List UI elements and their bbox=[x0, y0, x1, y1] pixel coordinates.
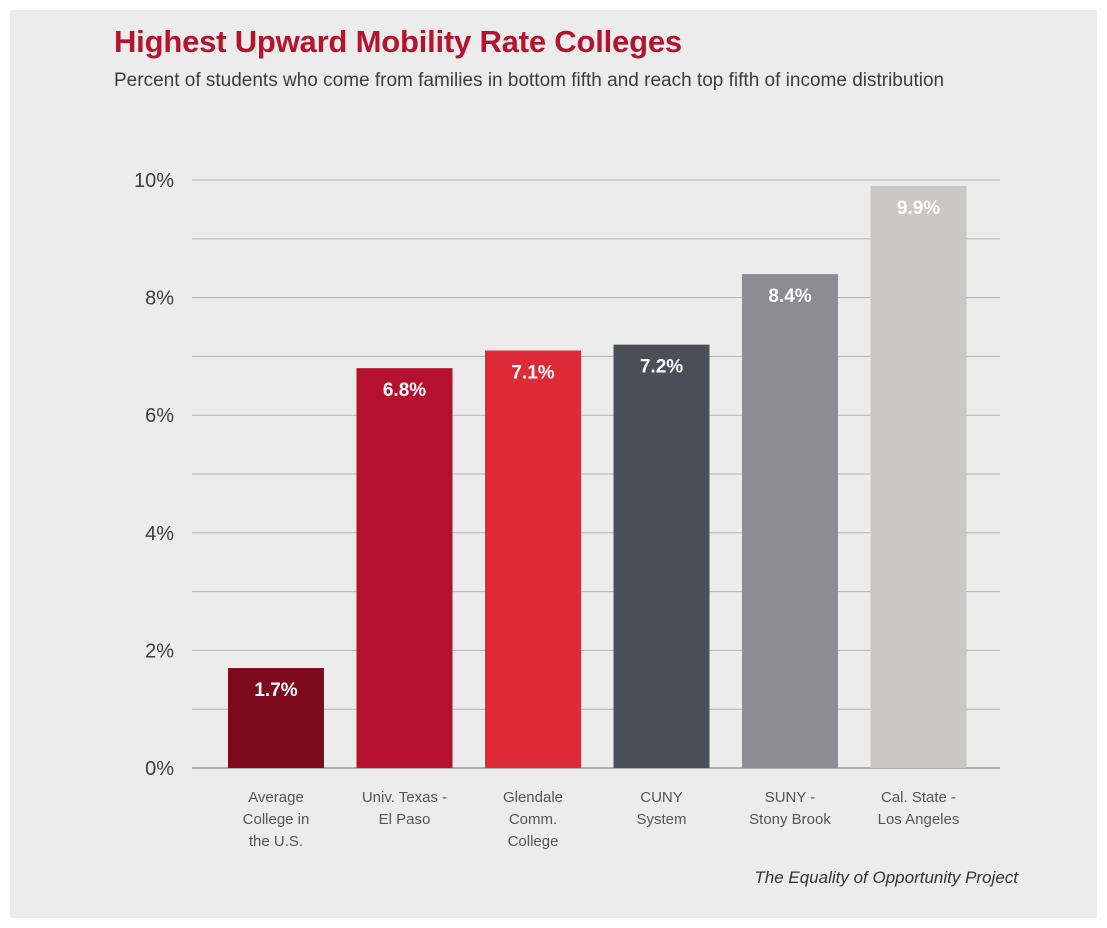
bar bbox=[613, 344, 710, 768]
data-label: 8.4% bbox=[768, 286, 811, 307]
bar bbox=[870, 185, 967, 768]
bar bbox=[742, 274, 838, 768]
y-tick-label: 6% bbox=[145, 405, 174, 427]
y-tick-label: 10% bbox=[134, 170, 174, 192]
source-credit: The Equality of Opportunity Project bbox=[754, 868, 1018, 887]
data-label: 6.8% bbox=[383, 380, 426, 401]
x-tick-label: Cal. State -Los Angeles bbox=[878, 789, 960, 828]
x-tick-label: CUNY System bbox=[636, 789, 686, 828]
x-tick-label: Univ. Texas -El Paso bbox=[362, 789, 447, 828]
x-tick-label: Average College in the U.S. bbox=[243, 789, 310, 850]
y-tick-label: 8% bbox=[145, 288, 174, 310]
x-tick-label: SUNY -Stony Brook bbox=[749, 789, 831, 828]
data-label: 7.2% bbox=[640, 357, 683, 378]
y-tick-label: 2% bbox=[145, 640, 174, 662]
chart-title: Highest Upward Mobility Rate Colleges bbox=[114, 24, 682, 59]
x-tick-label: Glendale Comm. College bbox=[503, 789, 563, 850]
bar bbox=[485, 350, 581, 768]
bar bbox=[356, 368, 453, 768]
bar bbox=[228, 668, 324, 768]
y-tick-label: 0% bbox=[145, 758, 174, 780]
data-label: 1.7% bbox=[254, 680, 297, 701]
data-label: 7.1% bbox=[511, 363, 554, 384]
y-tick-label: 4% bbox=[145, 523, 174, 545]
data-label: 9.9% bbox=[897, 198, 940, 219]
chart-subtitle: Percent of students who come from famili… bbox=[114, 70, 945, 91]
